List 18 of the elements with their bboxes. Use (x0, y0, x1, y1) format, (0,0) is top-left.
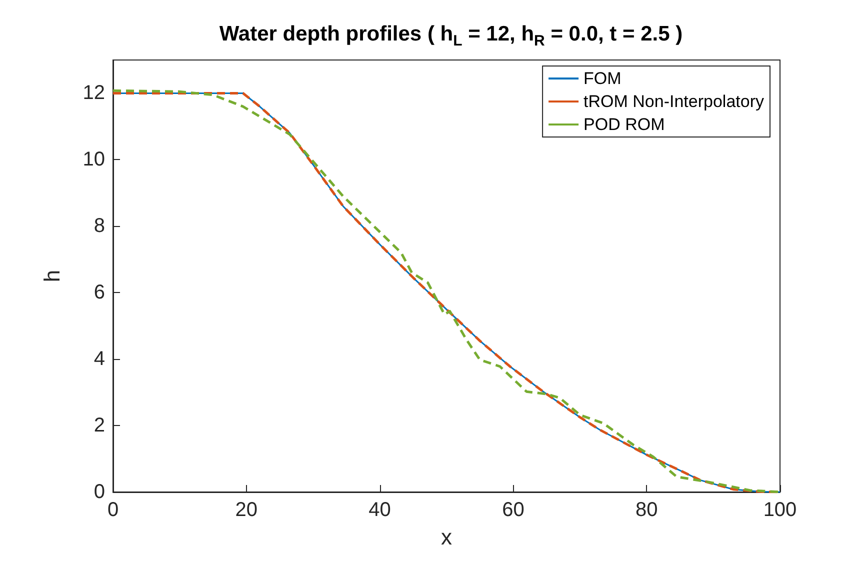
x-tick-label: 60 (502, 499, 524, 521)
x-tick-label: 100 (763, 499, 797, 521)
y-tick-label: 6 (94, 282, 105, 304)
y-tick-label: 2 (94, 414, 105, 437)
legend-label: tROM Non-Interpolatory (584, 92, 764, 111)
x-tick-label: 20 (235, 499, 258, 521)
x-axis-title: x (441, 524, 452, 550)
y-tick-label: 10 (82, 148, 105, 171)
legend-label: FOM (584, 69, 622, 88)
legend-label: POD ROM (584, 115, 665, 134)
y-tick-label: 8 (94, 215, 105, 238)
x-tick-label: 0 (107, 499, 119, 521)
y-tick-label: 0 (94, 481, 105, 503)
x-tick-label: 80 (635, 499, 658, 521)
y-tick-label: 12 (82, 82, 105, 104)
y-tick-label: 4 (94, 348, 105, 370)
x-tick-label: 40 (368, 499, 391, 521)
y-axis-title: h (40, 270, 64, 282)
